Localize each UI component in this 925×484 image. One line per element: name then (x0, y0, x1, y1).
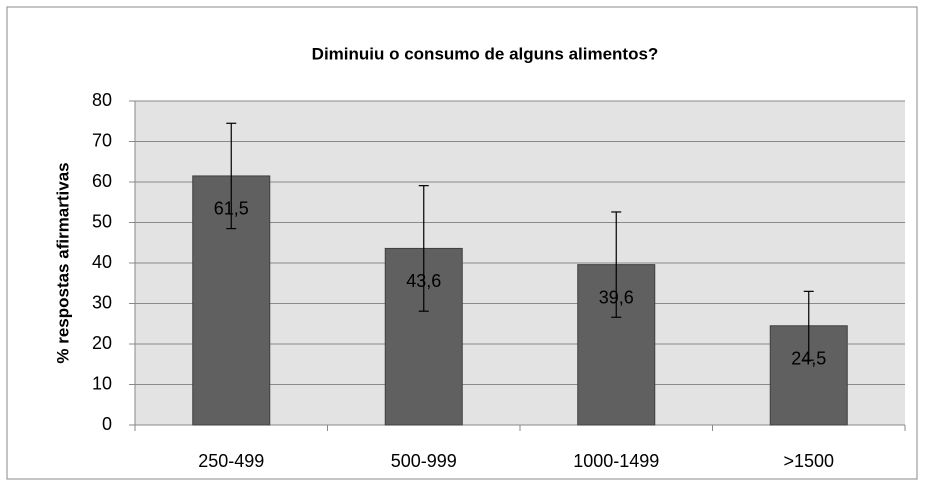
y-tick-label: 60 (92, 171, 112, 191)
x-tick-label: 1000-1499 (573, 451, 659, 471)
y-tick-label: 20 (92, 333, 112, 353)
y-tick-label: 30 (92, 292, 112, 312)
chart-title: Diminuiu o consumo de alguns alimentos? (312, 44, 659, 63)
y-tick-label: 10 (92, 373, 112, 393)
y-tick-label: 80 (92, 90, 112, 110)
data-label: 39,6 (599, 287, 634, 307)
y-tick-label: 50 (92, 211, 112, 231)
x-tick-label: 500-999 (391, 451, 457, 471)
data-label: 61,5 (214, 199, 249, 219)
y-tick-label: 70 (92, 130, 112, 150)
data-label: 24,5 (791, 349, 826, 369)
y-axis-label: % respostas afirmartivas (53, 162, 72, 363)
data-label: 43,6 (406, 271, 441, 291)
y-tick-label: 0 (102, 414, 112, 434)
y-tick-label: 40 (92, 252, 112, 272)
x-tick-label: 250-499 (198, 451, 264, 471)
x-tick-label: >1500 (783, 451, 834, 471)
